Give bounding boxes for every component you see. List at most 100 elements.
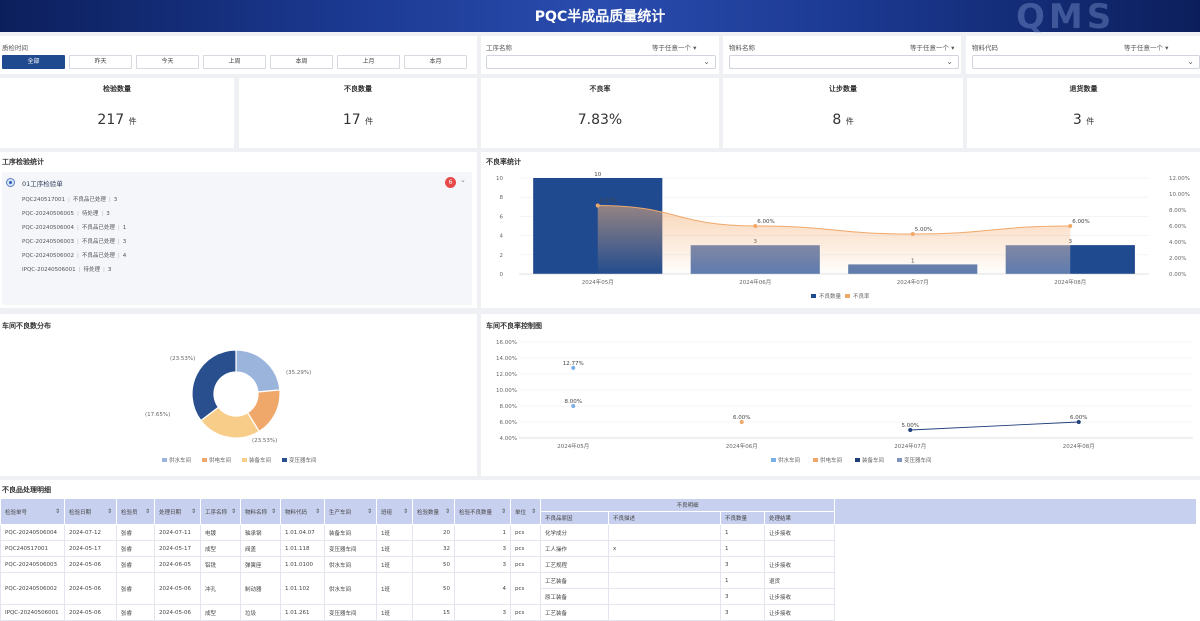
tree-node-label[interactable]: 01工序检验单 <box>22 180 63 188</box>
column-header[interactable]: 检验数量 ⇕ <box>412 498 455 525</box>
material-code-select[interactable]: ⌄ <box>972 55 1200 69</box>
material-name-filter-op[interactable]: 等于任意一个 ▾ <box>910 44 955 52</box>
sort-icon[interactable]: ⇕ <box>402 507 408 515</box>
table-row[interactable]: 原工装备 3 让步接收 <box>1 588 1197 605</box>
time-btn-this-month[interactable]: 本月 <box>404 55 467 69</box>
table-cell: 2024-05-06 <box>154 604 201 621</box>
chevron-down-icon[interactable]: ⌄ <box>460 176 466 184</box>
material-code-filter-label: 物料代码 <box>972 44 998 52</box>
y2-tick-label: 2.00% <box>1169 256 1186 262</box>
table-cell: 轴承钢 <box>240 524 281 541</box>
table-cell: 弹簧座 <box>240 556 281 573</box>
time-btn-last-week[interactable]: 上周 <box>203 55 266 69</box>
top-header: QMS PQC半成品质量统计 <box>0 0 1200 37</box>
table-row[interactable]: PQC-20240506003 2024-05-06 张睿 2024-06-05 铝铣弹… <box>0 556 1197 573</box>
detail-table-wrap[interactable]: 检验单号 ⇕ 检验日期 ⇕ 检验员 ⇕ 处理日期 ⇕ 工序名称 ⇕ 物料名称 ⇕ 物料代码 ⇕ 生产车间 ⇕ 班… <box>0 498 1200 621</box>
detail-column-header: 不良描述 <box>608 511 721 525</box>
column-header[interactable]: 单位 ⇕ <box>510 498 541 525</box>
table-cell: 供水车间 <box>324 572 377 605</box>
sort-icon[interactable]: ⇕ <box>500 507 506 515</box>
y-tick-label: 0 <box>500 272 504 278</box>
time-btn-this-week[interactable]: 本周 <box>270 55 333 69</box>
rate-point <box>910 232 915 236</box>
detail-cell <box>608 556 721 573</box>
caret-down-icon: ▾ <box>951 44 955 52</box>
y-tick-label: 14.00% <box>496 356 517 362</box>
column-header[interactable]: 处理日期 ⇕ <box>154 498 201 525</box>
sort-icon[interactable]: ⇕ <box>54 507 60 515</box>
legend-swatch <box>897 458 902 462</box>
legend-swatch <box>282 458 287 462</box>
time-btn-all[interactable]: 全部 <box>2 55 65 69</box>
time-btn-today[interactable]: 今天 <box>136 55 199 69</box>
detail-cell: 让步接收 <box>764 524 835 541</box>
tree-item[interactable]: PQC-20240506002 | 不良品已处理 | 4 <box>22 253 127 259</box>
sort-icon[interactable]: ⇕ <box>530 507 536 515</box>
sort-icon[interactable]: ⇕ <box>106 507 112 515</box>
detail-cell: 3 <box>720 604 765 621</box>
detail-cell: 退货 <box>764 572 835 589</box>
rate-point <box>1068 224 1073 228</box>
tree-item[interactable]: PQC-20240506004 | 不良品已处理 | 1 <box>22 225 127 231</box>
material-code-filter-op[interactable]: 等于任意一个 ▾ <box>1124 44 1169 52</box>
point-data-label: 8.00% <box>565 399 582 405</box>
sort-icon[interactable]: ⇕ <box>314 507 320 515</box>
y-tick-label: 8 <box>500 195 504 201</box>
table-cell: 垃圾 <box>240 604 281 621</box>
column-header[interactable]: 工序名称 ⇕ <box>200 498 241 525</box>
tree-item[interactable]: PQC240517001 | 不良品已处理 | 3 <box>22 197 118 203</box>
tree-item[interactable]: PQC-20240506003 | 不良品已处理 | 3 <box>22 239 127 245</box>
header-label: 检验员 <box>121 509 138 516</box>
table-cell: 1.01.04.07 <box>280 524 325 541</box>
column-header[interactable]: 检验单号 ⇕ <box>0 498 65 525</box>
process-filter-op[interactable]: 等于任意一个 ▾ <box>652 44 697 52</box>
table-cell: 冲孔 <box>200 572 241 605</box>
column-header[interactable]: 物料代码 ⇕ <box>280 498 325 525</box>
time-btn-last-month[interactable]: 上月 <box>337 55 400 69</box>
y2-tick-label: 0.00% <box>1169 272 1186 278</box>
y2-tick-label: 6.00% <box>1169 224 1186 230</box>
sort-icon[interactable]: ⇕ <box>270 507 276 515</box>
sort-icon[interactable]: ⇕ <box>230 507 236 515</box>
kpi-card-inspected: 检验数量 217 件 <box>0 78 234 148</box>
column-header[interactable]: 物料名称 ⇕ <box>240 498 281 525</box>
sort-icon[interactable]: ⇕ <box>144 507 150 515</box>
detail-cell: 工艺装备 <box>540 572 609 589</box>
column-header[interactable]: 检验日期 ⇕ <box>64 498 117 525</box>
y2-tick-label: 4.00% <box>1169 240 1186 246</box>
sort-icon[interactable]: ⇕ <box>444 507 450 515</box>
filler-cell <box>834 524 1197 541</box>
process-select[interactable]: ⌄ <box>486 55 716 69</box>
table-cell: 1.01.102 <box>280 572 325 605</box>
column-header[interactable]: 检验不良数量 ⇕ <box>454 498 511 525</box>
table-cell: 成型 <box>200 540 241 557</box>
tree-item[interactable]: PQC-20240506005 | 待处理 | 3 <box>22 211 110 217</box>
rate-data-label: 6.00% <box>1072 219 1089 225</box>
sort-icon[interactable]: ⇕ <box>190 507 196 515</box>
table-cell: 2024-07-12 <box>64 524 117 541</box>
tree-item[interactable]: IPQC-20240506001 | 待处理 | 3 <box>22 267 112 273</box>
rate-data-label: 6.00% <box>757 219 774 225</box>
material-name-select[interactable]: ⌄ <box>729 55 959 69</box>
header-label: 单位 <box>515 509 527 516</box>
header-label: 工序名称 <box>205 509 228 516</box>
column-header[interactable]: 检验员 ⇕ <box>116 498 155 525</box>
tree-node-badge: 6 <box>445 177 456 188</box>
table-cell: 15 <box>412 604 455 621</box>
donut-slice <box>235 349 281 393</box>
table-row[interactable]: PQC-20240506002 2024-05-06 张睿 2024-05-06 冲孔制… <box>0 572 1197 605</box>
detail-cell: 1 <box>720 572 765 589</box>
table-row[interactable]: PQC-20240506004 2024-07-12 张睿 2024-07-11 电镀轴… <box>0 524 1197 541</box>
time-btn-yesterday[interactable]: 昨天 <box>69 55 132 69</box>
table-cell: 2024-05-06 <box>64 556 117 573</box>
table-cell: pcs <box>510 572 541 605</box>
table-row[interactable]: PQC240517001 2024-05-17 张睿 2024-05-17 成型 阀盖 1.… <box>0 540 1197 557</box>
table-cell: pcs <box>510 540 541 557</box>
x-tick-label: 2024年08月 <box>1063 442 1095 450</box>
table-row[interactable]: IPQC-20240506001 2024-05-06 张睿 2024-05-06 成型… <box>0 604 1197 621</box>
column-header[interactable]: 生产车间 ⇕ <box>324 498 377 525</box>
column-header[interactable]: 班组 ⇕ <box>376 498 413 525</box>
table-cell: 50 <box>412 572 455 605</box>
sort-icon[interactable]: ⇕ <box>366 507 372 515</box>
point-data-label: 6.00% <box>733 415 750 421</box>
